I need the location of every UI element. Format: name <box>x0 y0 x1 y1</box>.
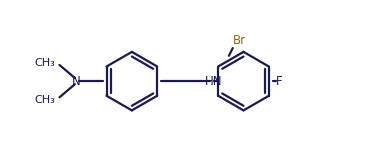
Text: Br: Br <box>233 34 246 47</box>
Text: HN: HN <box>205 75 222 88</box>
Text: CH₃: CH₃ <box>34 95 55 105</box>
Text: F: F <box>276 75 282 88</box>
Text: N: N <box>72 75 81 88</box>
Text: CH₃: CH₃ <box>34 58 55 68</box>
